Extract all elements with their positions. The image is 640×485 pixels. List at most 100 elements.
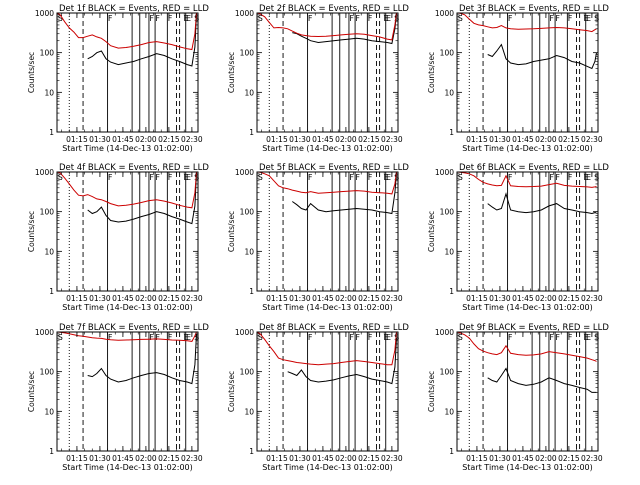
y-tick-label: 1000 xyxy=(435,168,454,177)
y-tick-label: 100 xyxy=(240,49,255,58)
x-tick-label: 02:15 xyxy=(358,294,380,303)
marker-label: S xyxy=(258,14,263,23)
marker-label: F xyxy=(149,14,154,23)
panel-title: Det 7f BLACK = Events, RED = LLD xyxy=(59,323,209,333)
x-axis-title: Start Time (14-Dec-13 01:02:00) xyxy=(62,463,193,472)
marker-label: E xyxy=(383,173,388,182)
x-tick-label: 02:30 xyxy=(381,135,403,144)
marker-label: E xyxy=(383,14,388,23)
marker-label: F xyxy=(108,333,113,342)
series-line-lld xyxy=(456,331,597,362)
marker-label: F xyxy=(149,173,154,182)
marker-label: S xyxy=(594,173,599,182)
panel-title: Det 5f BLACK = Events, RED = LLD xyxy=(259,163,409,173)
x-tick-label: 01:45 xyxy=(112,454,134,463)
x-tick-label: 02:30 xyxy=(181,294,203,303)
marker-label: F xyxy=(555,173,560,182)
plot-frame xyxy=(256,12,399,133)
x-tick-label: 01:30 xyxy=(289,135,311,144)
marker-label: F xyxy=(108,173,113,182)
panel-title: Det 4f BLACK = Events, RED = LLD xyxy=(59,163,209,173)
y-tick-label: 1 xyxy=(449,128,454,137)
panel-title: Det 2f BLACK = Events, RED = LLD xyxy=(259,4,409,14)
series-line-lld xyxy=(56,12,197,51)
x-tick-label: 01:30 xyxy=(89,454,111,463)
series-line-events xyxy=(487,43,597,70)
x-tick-label: 01:30 xyxy=(489,135,511,144)
series-line-events xyxy=(487,192,597,215)
marker-label: E xyxy=(583,333,588,342)
x-tick-label: 02:15 xyxy=(158,294,180,303)
series-line-lld xyxy=(456,12,597,33)
panel-title: Det 9f BLACK = Events, RED = LLD xyxy=(459,323,609,333)
marker-label: S xyxy=(594,333,599,342)
y-tick-label: 10 xyxy=(444,247,454,256)
y-axis-title: Counts/sec xyxy=(427,211,436,252)
marker-label: E xyxy=(386,333,391,342)
marker-label: F xyxy=(168,333,173,342)
marker-label: F xyxy=(508,333,513,342)
x-tick-label: 01:45 xyxy=(512,294,534,303)
series-line-events xyxy=(87,12,197,67)
y-tick-label: 1 xyxy=(449,447,454,456)
marker-label: E xyxy=(586,333,591,342)
y-tick-label: 1 xyxy=(49,128,54,137)
x-tick-label: 02:30 xyxy=(381,454,403,463)
x-tick-label: 01:45 xyxy=(112,294,134,303)
y-axis-title: Counts/sec xyxy=(27,371,36,412)
x-tick-label: 02:00 xyxy=(535,454,557,463)
marker-label: F xyxy=(508,173,513,182)
marker-label: S xyxy=(258,173,263,182)
marker-label: S xyxy=(394,333,399,342)
series-line-events xyxy=(487,367,597,393)
series-line-lld xyxy=(456,171,597,188)
x-tick-label: 02:30 xyxy=(581,135,603,144)
x-axis-title: Start Time (14-Dec-13 01:02:00) xyxy=(462,463,593,472)
marker-label: F xyxy=(349,173,354,182)
marker-label: E xyxy=(183,173,188,182)
y-tick-label: 1 xyxy=(249,447,254,456)
marker-label: F xyxy=(549,14,554,23)
marker-label: S xyxy=(258,333,263,342)
y-tick-label: 10 xyxy=(444,407,454,416)
y-axis-title: Counts/sec xyxy=(227,371,236,412)
marker-label: F xyxy=(549,333,554,342)
marker-label: S xyxy=(594,14,599,23)
marker-label: S xyxy=(458,333,463,342)
marker-label: F xyxy=(508,14,513,23)
x-tick-label: 01:45 xyxy=(312,454,334,463)
marker-label: E xyxy=(583,14,588,23)
y-tick-label: 10 xyxy=(44,247,54,256)
marker-label: S xyxy=(58,333,63,342)
x-tick-label: 02:30 xyxy=(381,294,403,303)
y-tick-label: 10 xyxy=(44,88,54,97)
plot-frame xyxy=(256,331,399,452)
y-tick-label: 100 xyxy=(440,208,455,217)
panel-title: Det 3f BLACK = Events, RED = LLD xyxy=(459,4,609,14)
x-tick-label: 01:30 xyxy=(89,294,111,303)
marker-label: F xyxy=(308,173,313,182)
marker-label: F xyxy=(568,14,573,23)
y-tick-label: 100 xyxy=(240,368,255,377)
series-line-events xyxy=(87,171,197,225)
x-tick-label: 02:15 xyxy=(358,135,380,144)
plot-frame xyxy=(256,171,399,292)
x-tick-label: 02:00 xyxy=(135,454,157,463)
x-tick-label: 01:45 xyxy=(312,294,334,303)
x-tick-label: 01:30 xyxy=(289,294,311,303)
x-tick-label: 01:30 xyxy=(489,454,511,463)
y-tick-label: 1000 xyxy=(235,9,254,18)
plot-frame xyxy=(456,331,599,452)
x-tick-label: 02:00 xyxy=(335,454,357,463)
series-line-events xyxy=(87,333,197,385)
marker-label: F xyxy=(368,173,373,182)
marker-label: F xyxy=(568,173,573,182)
x-tick-label: 01:15 xyxy=(266,454,288,463)
y-tick-label: 100 xyxy=(40,49,55,58)
x-tick-label: 01:15 xyxy=(266,294,288,303)
y-tick-label: 1 xyxy=(249,287,254,296)
